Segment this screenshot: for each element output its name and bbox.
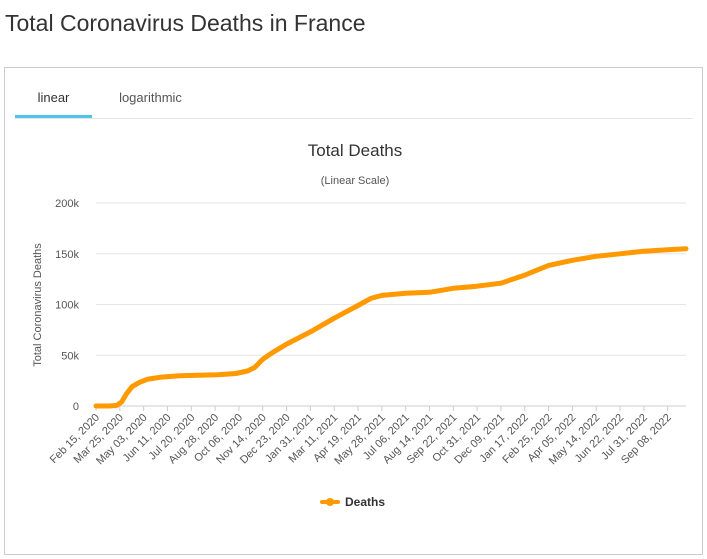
legend-deaths-label: Deaths xyxy=(345,495,385,509)
y-tick-label: 150k xyxy=(55,249,79,261)
tab-logarithmic[interactable]: logarithmic xyxy=(119,90,182,105)
scale-tabs: linear logarithmic xyxy=(15,78,693,119)
page-title: Total Coronavirus Deaths in France xyxy=(5,10,366,36)
y-tick-label: 0 xyxy=(73,401,79,413)
chart-title: Total Deaths xyxy=(308,141,403,160)
series-line-deaths xyxy=(93,246,689,409)
legend-deaths-marker xyxy=(326,498,334,506)
y-tick-label: 100k xyxy=(55,300,79,312)
y-axis-title: Total Coronavirus Deaths xyxy=(32,243,44,367)
legend[interactable]: Deaths xyxy=(320,495,385,509)
tab-linear[interactable]: linear xyxy=(15,78,92,118)
chart-subtitle: (Linear Scale) xyxy=(321,175,389,187)
chart-panel: linear logarithmic xyxy=(4,67,703,555)
y-tick-label: 200k xyxy=(55,198,79,210)
y-tick-label: 50k xyxy=(61,350,79,362)
